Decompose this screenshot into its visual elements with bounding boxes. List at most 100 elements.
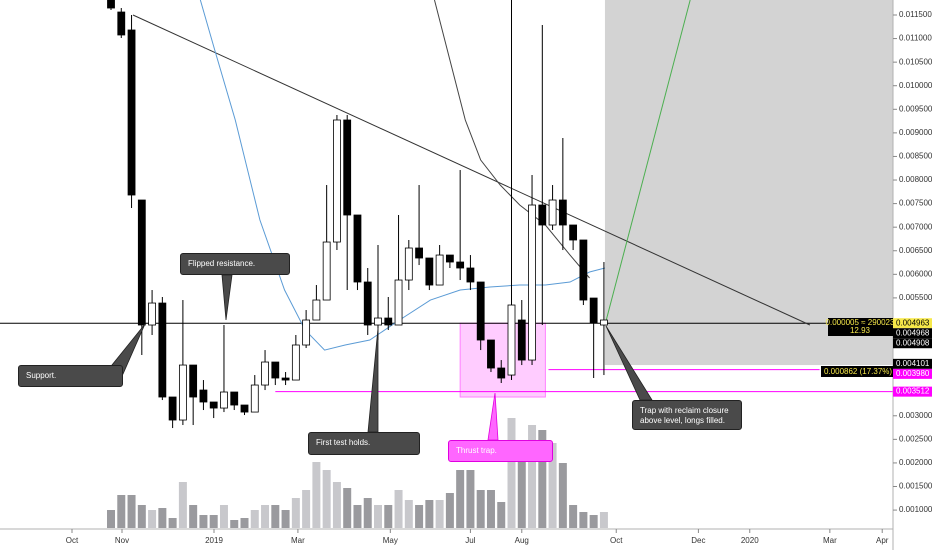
y-tick-label: 0.011500	[899, 10, 932, 19]
candle-body	[199, 389, 208, 403]
price-label: 0.004963	[896, 318, 930, 327]
candle-body	[497, 367, 506, 379]
candle-body	[333, 119, 341, 243]
volume-bar	[507, 418, 516, 528]
volume-bar	[158, 508, 167, 528]
measure-label: 12.93	[850, 326, 871, 335]
candle-body	[312, 299, 321, 321]
volume-bar	[486, 490, 495, 528]
candle-body	[517, 319, 526, 361]
candle-body	[168, 396, 177, 421]
volume-bar	[599, 512, 608, 528]
y-tick-label: 0.005500	[899, 293, 932, 302]
candle-body	[384, 317, 393, 326]
volume-bar	[209, 515, 218, 528]
x-tick-label: Oct	[610, 536, 623, 545]
price-label-box	[893, 318, 932, 329]
candle-body	[374, 317, 382, 326]
candle-body	[250, 384, 259, 413]
volume-bar	[415, 505, 424, 528]
price-label-box	[893, 358, 932, 369]
volume-bar	[538, 430, 547, 528]
volume-bar	[374, 505, 383, 528]
volume-bar	[107, 510, 116, 528]
y-tick-label: 0.007000	[899, 222, 932, 231]
candle-body	[281, 377, 290, 381]
x-tick-label: 2019	[205, 536, 223, 545]
volume-bar	[456, 470, 465, 528]
candle-body	[189, 364, 198, 398]
overlay-line	[132, 14, 811, 326]
volume-bar	[528, 425, 537, 528]
candle-body	[117, 11, 126, 36]
volume-bar	[137, 505, 146, 528]
volume-bar	[219, 505, 228, 528]
candle-body	[558, 199, 567, 226]
price-label-box	[893, 338, 932, 349]
volume-bar	[558, 463, 567, 528]
zone	[604, 0, 893, 366]
price-label: 0.004908	[896, 338, 930, 347]
candle-body	[137, 199, 146, 326]
candle-body	[548, 199, 557, 226]
candle-body	[435, 254, 444, 286]
x-tick-label: Dec	[691, 536, 705, 545]
annotation: Thrust trap.	[448, 440, 553, 462]
volume-bar	[189, 505, 198, 528]
x-tick-label: Jul	[465, 536, 475, 545]
candle-body	[220, 391, 228, 409]
volume-bar	[435, 500, 444, 528]
volume-bar	[363, 498, 372, 528]
pointer	[367, 327, 379, 433]
candle-body	[178, 364, 187, 421]
candle-body	[148, 302, 156, 326]
candle-body	[507, 304, 516, 376]
volume-bar	[476, 490, 485, 528]
y-tick-label: 0.006500	[899, 246, 932, 255]
volume-bar	[117, 495, 126, 528]
volume-bar	[199, 515, 208, 528]
candle-body	[456, 261, 465, 269]
volume-bar	[466, 470, 475, 528]
volume-bar	[497, 502, 506, 528]
x-tick-label: Nov	[115, 536, 129, 545]
volume-bar	[312, 462, 321, 528]
price-axis	[893, 0, 932, 550]
candle-body	[404, 247, 413, 281]
annotation: Support.	[18, 365, 123, 387]
time-axis	[0, 529, 893, 550]
volume-bar	[384, 505, 393, 528]
volume-bar	[291, 498, 300, 528]
volume-bar	[425, 500, 434, 528]
y-tick-label: 0.007500	[899, 199, 932, 208]
volume-bar	[178, 482, 187, 528]
y-tick-label: 0.006000	[899, 269, 932, 278]
candle-body	[589, 297, 598, 324]
x-tick-label: Mar	[291, 536, 305, 545]
x-tick-label: Mar	[823, 536, 837, 545]
volume-bar	[517, 462, 526, 528]
pointer	[221, 274, 233, 321]
price-label-box	[893, 386, 932, 397]
candle-body	[353, 214, 362, 283]
y-tick-label: 0.010500	[899, 57, 932, 66]
volume-bar	[404, 500, 413, 528]
x-tick-label: May	[383, 536, 398, 545]
overlay-line	[604, 0, 691, 326]
candle-body	[302, 319, 311, 346]
candle-body	[600, 319, 608, 326]
annotation: Flipped resistance.	[180, 253, 290, 275]
y-tick-label: 0.001000	[899, 505, 932, 514]
volume-bar	[148, 510, 157, 528]
volume-bar	[579, 512, 588, 528]
pointer	[487, 392, 499, 441]
price-label: 0.004101	[896, 359, 930, 368]
candle-body	[363, 281, 372, 326]
candle-body	[158, 302, 167, 398]
overlay-line	[434, 0, 590, 279]
volume-bar	[589, 515, 598, 528]
candle-body	[209, 401, 218, 409]
price-label: 0.004968	[896, 328, 930, 337]
volume-bar	[394, 490, 403, 528]
candle-body	[240, 404, 249, 413]
